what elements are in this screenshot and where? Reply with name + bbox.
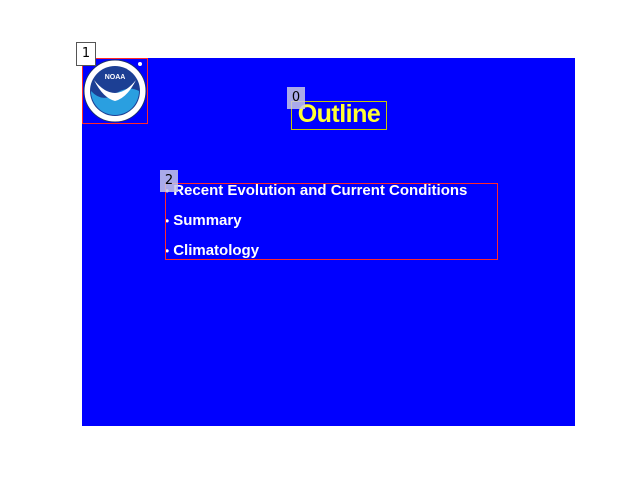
annotation-label-1: 1 (76, 42, 96, 66)
annotation-box-list (165, 183, 498, 260)
annotation-label-2: 2 (160, 170, 178, 192)
bullet-item: • Summary (165, 212, 505, 242)
bullet-text: Summary (173, 212, 242, 229)
slide-background (82, 58, 575, 426)
noaa-logo-icon: NOAA (83, 59, 147, 123)
bullet-list: • Recent Evolution and Current Conditions… (165, 182, 505, 272)
bullet-dot: • (165, 214, 170, 228)
bullet-text: Recent Evolution and Current Conditions (173, 182, 468, 199)
logo-text: NOAA (105, 74, 126, 81)
bullet-item: • Climatology (165, 242, 505, 272)
bullet-dot: • (165, 244, 170, 258)
annotation-box-title (291, 101, 387, 130)
annotation-label-0: 0 (287, 87, 305, 109)
bullet-text: Climatology (173, 242, 260, 259)
slide-title: Outline (297, 100, 381, 128)
annotation-box-logo (82, 58, 148, 124)
